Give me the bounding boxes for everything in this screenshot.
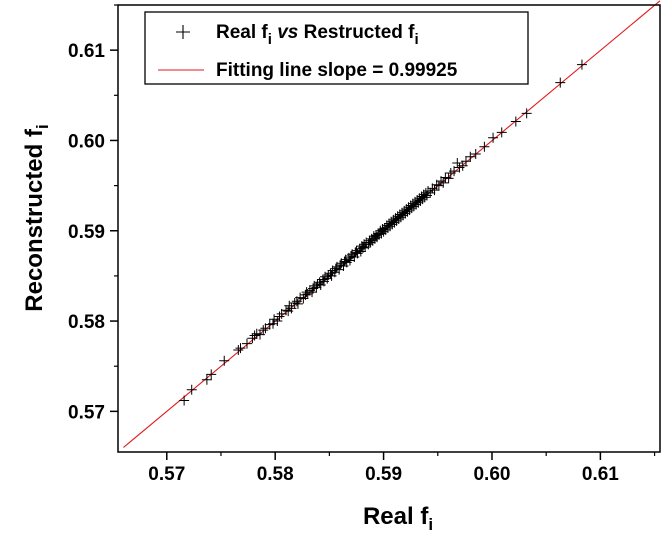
data-point xyxy=(201,374,212,385)
y-tick-label: 0.61 xyxy=(68,41,105,62)
data-point xyxy=(438,177,449,188)
legend-text-part: i xyxy=(414,31,418,48)
data-point xyxy=(496,127,507,138)
data-point xyxy=(325,268,336,279)
y-axis-title: Reconstructed fi xyxy=(21,124,52,311)
x-tick-label: 0.58 xyxy=(257,464,294,485)
data-point xyxy=(449,166,460,177)
axis-ticks: 0.57 0.58 0.59 0.60 0.61 0.57 0.58 0.59 0.60 0.61 xyxy=(68,4,656,485)
legend-plus-glyph xyxy=(176,25,190,39)
data-point xyxy=(268,318,279,329)
data-point xyxy=(470,149,481,159)
x-tick-label: 0.59 xyxy=(365,464,402,485)
data-point xyxy=(233,344,244,355)
legend-marker-plus xyxy=(176,25,190,39)
x-axis-title: Real fi xyxy=(363,503,433,534)
data-point xyxy=(443,173,454,184)
data-point xyxy=(179,395,190,406)
data-point xyxy=(272,316,283,327)
plot-frame xyxy=(117,4,661,453)
legend-text-part: Real f xyxy=(216,22,268,43)
legend-entry-fit-line: Fitting line slope = 0.99925 xyxy=(216,60,458,81)
data-point xyxy=(219,355,230,366)
data-point xyxy=(433,180,444,191)
x-tick-label: 0.57 xyxy=(148,464,185,485)
data-point xyxy=(274,311,285,322)
data-point xyxy=(186,384,197,395)
y-tick-label: 0.58 xyxy=(68,312,105,333)
data-point xyxy=(510,116,521,127)
y-tick-label: 0.60 xyxy=(68,131,105,152)
legend-text-part: Fitting line slope = 0.99925 xyxy=(216,60,458,81)
legend-entry-scatter: Real fi vs Restructed fi xyxy=(216,22,419,48)
legend: Real fi vs Restructed fi Fitting line sl… xyxy=(144,11,529,85)
data-point xyxy=(292,298,303,309)
data-point xyxy=(300,289,311,300)
data-point xyxy=(317,274,328,285)
data-point xyxy=(235,343,246,354)
data-point xyxy=(429,185,440,196)
legend-text-part: Restructed f xyxy=(298,22,415,43)
y-tick-label: 0.59 xyxy=(68,222,105,243)
data-point xyxy=(465,151,476,162)
y-tick-label: 0.57 xyxy=(68,402,105,423)
data-point xyxy=(576,59,587,70)
data-point xyxy=(555,77,566,88)
data-point xyxy=(423,186,434,197)
data-point xyxy=(521,108,532,119)
data-point xyxy=(488,132,499,143)
plot-area xyxy=(123,0,661,448)
data-point xyxy=(286,303,297,314)
data-point xyxy=(452,158,463,169)
legend-text-part: vs xyxy=(272,22,298,43)
legend-text-part: i xyxy=(268,31,272,48)
data-point xyxy=(479,141,490,152)
x-tick-label: 0.60 xyxy=(473,464,510,485)
data-point xyxy=(241,338,252,349)
legend-box xyxy=(144,11,529,85)
data-point xyxy=(419,192,430,203)
data-point xyxy=(284,300,295,311)
data-point xyxy=(460,156,471,167)
data-point xyxy=(249,330,260,341)
data-point xyxy=(258,325,269,336)
data-point xyxy=(425,187,436,198)
x-tick-label: 0.61 xyxy=(582,464,619,485)
data-point xyxy=(206,369,217,380)
data-point xyxy=(247,333,258,344)
